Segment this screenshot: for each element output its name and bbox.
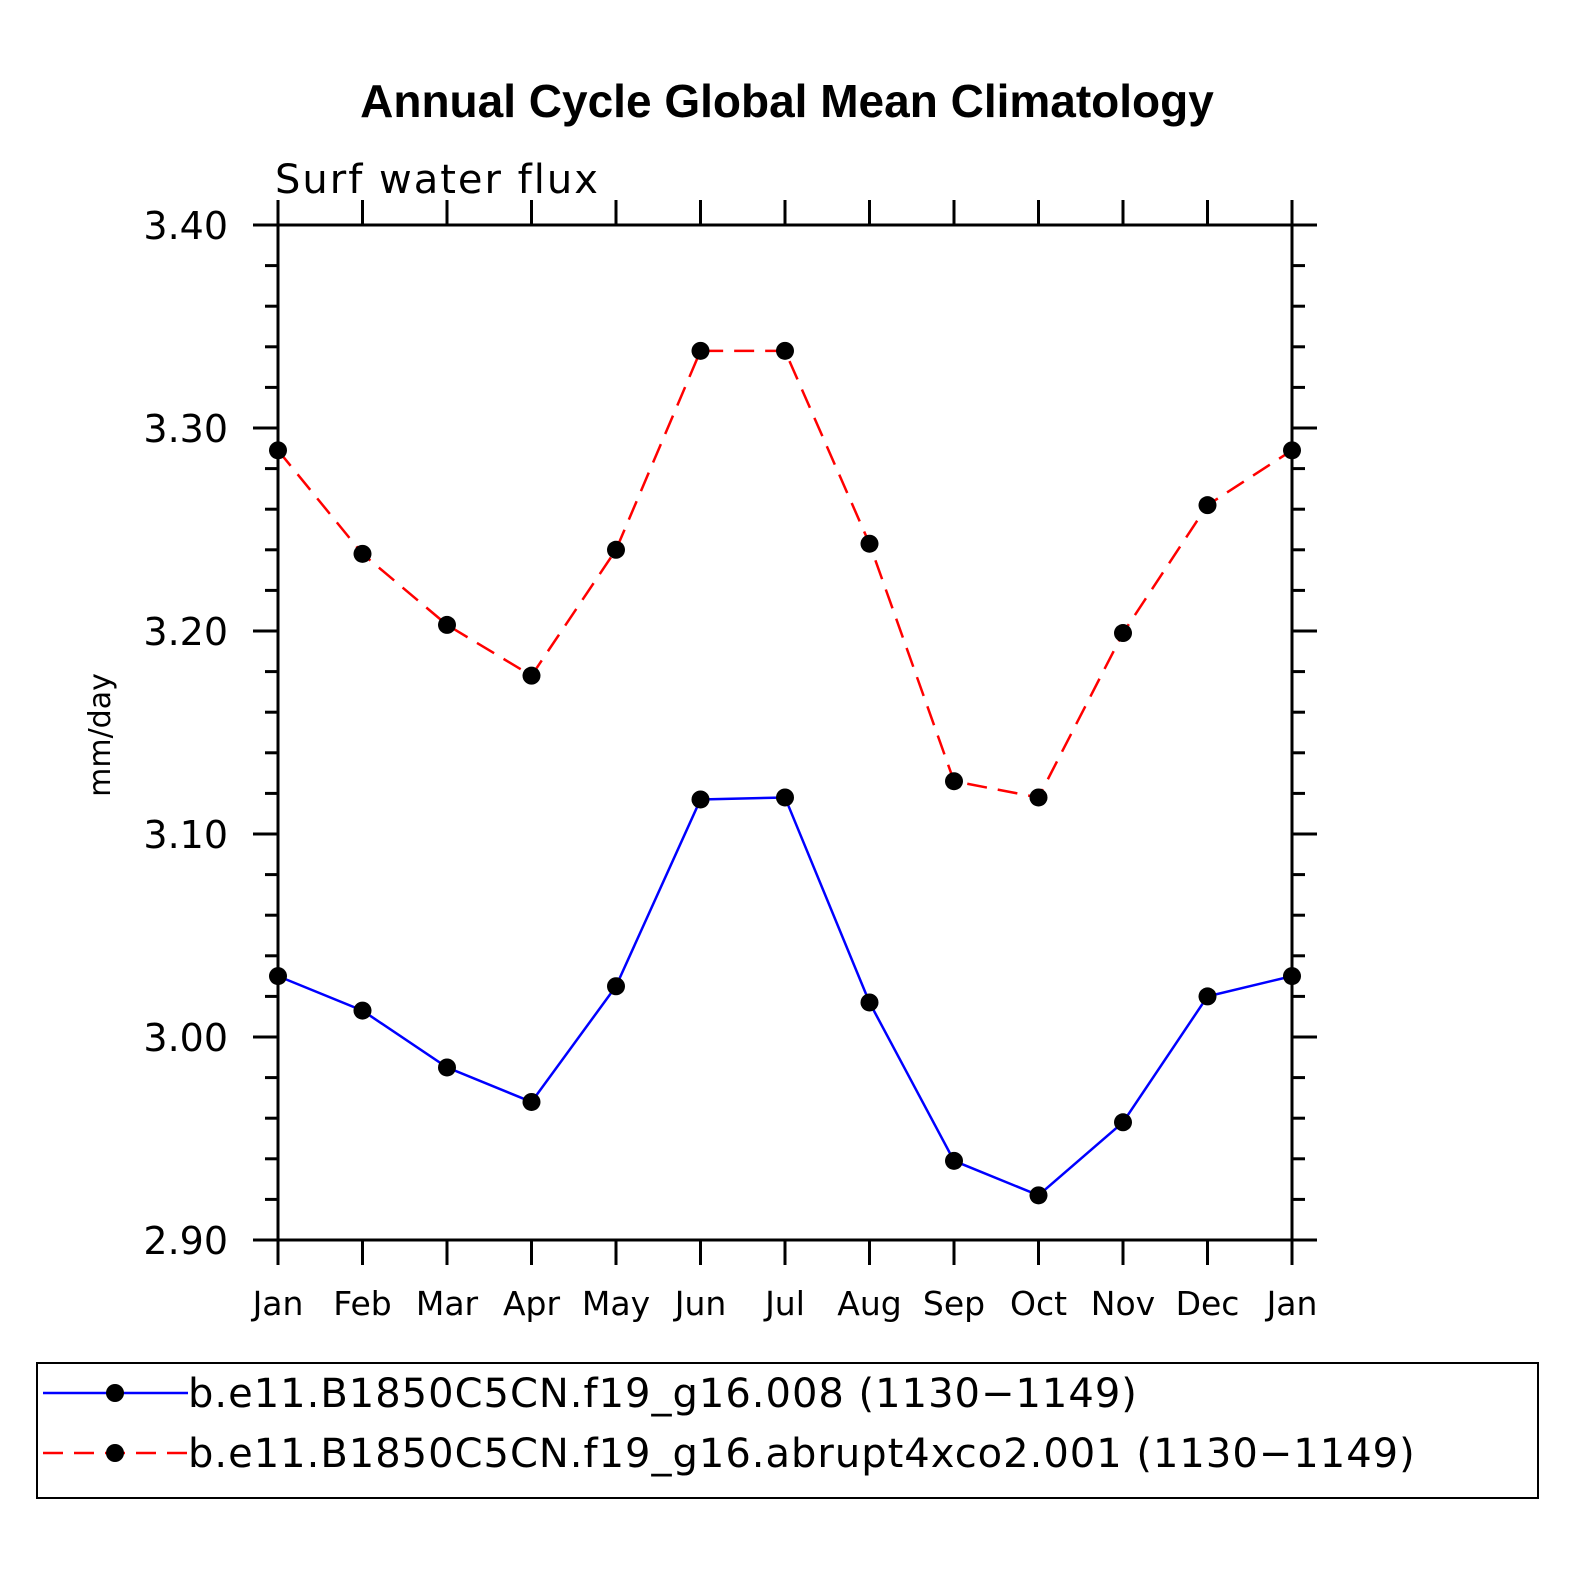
data-point-series-1 xyxy=(1114,1113,1132,1132)
x-tick-label: Jan xyxy=(251,1284,304,1323)
data-point-series-1 xyxy=(945,1151,963,1170)
legend-label-1: b.e11.B1850C5CN.f19_g16.008 (1130−1149) xyxy=(188,1371,1138,1417)
y-tick-label: 2.90 xyxy=(143,1219,228,1263)
legend-box xyxy=(36,1362,1539,1499)
x-tick-label: Jun xyxy=(673,1284,727,1323)
data-point-series-1 xyxy=(1198,987,1217,1006)
data-point-series-1 xyxy=(438,1058,456,1077)
data-point-series-2 xyxy=(691,341,710,360)
data-point-series-2 xyxy=(522,666,541,685)
x-tick-label: Apr xyxy=(503,1284,561,1323)
data-point-series-1 xyxy=(776,788,794,807)
data-point-series-2 xyxy=(353,544,372,563)
data-point-series-2 xyxy=(1198,496,1217,515)
y-axis-label: mm/day xyxy=(83,673,118,797)
series-lines xyxy=(277,349,1293,1197)
data-point-series-1 xyxy=(1283,967,1301,986)
y-tick-label: 3.10 xyxy=(143,813,228,857)
series-line-2 xyxy=(277,349,1293,799)
x-tick-label: Jul xyxy=(763,1284,805,1323)
data-point-series-1 xyxy=(691,790,710,809)
data-point-series-2 xyxy=(945,772,963,791)
data-point-series-1 xyxy=(860,993,879,1012)
x-tick-label: May xyxy=(582,1284,650,1323)
y-tick-label: 3.20 xyxy=(143,610,228,654)
legend: b.e11.B1850C5CN.f19_g16.008 (1130−1149) b… xyxy=(43,1371,1416,1477)
data-point-series-2 xyxy=(776,341,794,360)
data-point-series-1 xyxy=(353,1001,372,1020)
y-tick-label: 3.00 xyxy=(143,1016,228,1060)
x-tick-label: Aug xyxy=(837,1284,901,1323)
axis-ticks xyxy=(253,200,1317,1265)
x-tick-label: Jan xyxy=(1265,1284,1318,1323)
x-tick-label: Sep xyxy=(923,1284,985,1323)
chart-subtitle: Surf water flux xyxy=(275,157,600,203)
data-point-series-1 xyxy=(1029,1186,1048,1205)
data-point-series-2 xyxy=(1029,788,1048,807)
data-point-series-2 xyxy=(860,534,879,553)
x-tick-labels: Jan Feb Mar Apr May Jun Jul Aug Sep Oct Nov Dec Jan xyxy=(251,1284,1318,1323)
y-tick-label: 3.30 xyxy=(143,407,228,451)
x-tick-label: Nov xyxy=(1091,1284,1155,1323)
series-line-1 xyxy=(277,796,1293,1197)
data-point-series-2 xyxy=(607,540,625,559)
legend-label-2: b.e11.B1850C5CN.f19_g16.abrupt4xco2.001 … xyxy=(188,1431,1416,1477)
data-point-series-2 xyxy=(1283,441,1301,460)
x-tick-label: Dec xyxy=(1176,1284,1240,1323)
x-tick-label: Feb xyxy=(333,1284,391,1323)
data-point-series-1 xyxy=(607,977,625,996)
data-point-series-1 xyxy=(522,1092,541,1111)
chart-title: Annual Cycle Global Mean Climatology xyxy=(360,75,1214,127)
plot-frame xyxy=(276,223,1294,1242)
x-tick-label: Mar xyxy=(416,1284,479,1323)
y-tick-labels: 2.90 3.00 3.10 3.20 3.30 3.40 xyxy=(143,204,228,1263)
data-point-series-2 xyxy=(1114,624,1132,643)
data-point-series-2 xyxy=(269,441,287,460)
data-point-series-2 xyxy=(438,615,456,634)
legend-marker-2 xyxy=(106,1444,124,1462)
data-point-series-1 xyxy=(269,967,287,986)
series-markers xyxy=(269,341,1301,1205)
y-tick-label: 3.40 xyxy=(143,204,228,248)
legend-marker-1 xyxy=(106,1384,124,1402)
x-tick-label: Oct xyxy=(1010,1284,1067,1323)
